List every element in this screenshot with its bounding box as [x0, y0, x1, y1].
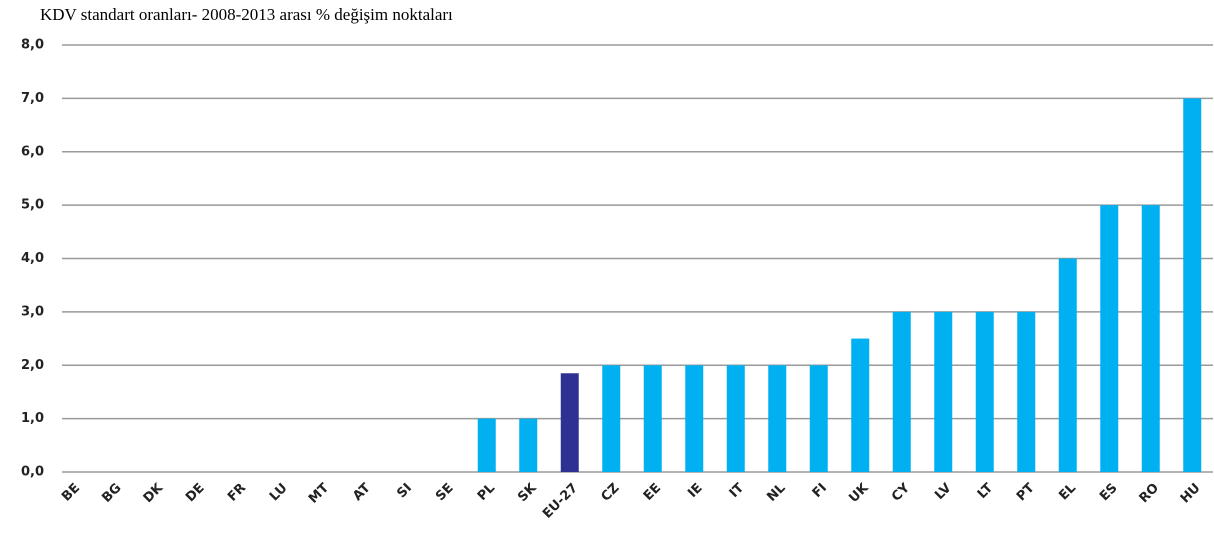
bar — [768, 365, 787, 472]
x-tick-label: FI — [810, 481, 830, 501]
x-tick-label: SE — [433, 481, 457, 505]
y-tick-label: 0,0 — [21, 465, 44, 480]
x-tick-label: NL — [764, 481, 788, 505]
bar — [519, 418, 538, 472]
x-tick-label: BG — [99, 481, 124, 506]
bar — [1141, 205, 1160, 472]
x-tick-label: PL — [475, 481, 498, 504]
x-tick-label: UK — [846, 480, 872, 506]
x-tick-label: CZ — [599, 481, 623, 505]
x-tick-label: SI — [394, 481, 415, 502]
x-tick-label: IT — [727, 481, 747, 501]
x-tick-label: ES — [1097, 481, 1121, 505]
bar — [726, 365, 745, 472]
bar — [892, 311, 911, 472]
x-tick-label: EE — [641, 481, 664, 504]
x-tick-label: EL — [1056, 481, 1079, 504]
x-tick-label: FR — [225, 481, 249, 505]
bar — [809, 365, 828, 472]
bar — [560, 373, 579, 472]
bar — [851, 338, 870, 472]
x-tick-label: RO — [1137, 481, 1163, 507]
x-tick-label: EU-27 — [540, 481, 581, 522]
chart-title: KDV standart oranları- 2008-2013 arası %… — [40, 5, 453, 24]
bar — [685, 365, 704, 472]
bar — [1058, 258, 1077, 472]
y-tick-label: 6,0 — [21, 144, 44, 159]
y-tick-label: 4,0 — [21, 251, 44, 266]
x-tick-label: LV — [932, 481, 954, 503]
bar — [1017, 311, 1036, 472]
bar — [477, 418, 496, 472]
bar — [602, 365, 621, 472]
x-tick-label: LT — [975, 481, 996, 502]
y-tick-label: 3,0 — [21, 304, 44, 319]
x-tick-label: AT — [350, 481, 373, 504]
y-tick-label: 8,0 — [21, 38, 44, 53]
x-tick-label: DE — [183, 481, 208, 506]
bar — [643, 365, 662, 472]
bar — [1100, 205, 1119, 472]
y-tick-label: 1,0 — [21, 411, 44, 426]
bar — [1183, 98, 1202, 472]
x-tick-label: PT — [1014, 481, 1038, 505]
x-tick-label: DK — [141, 480, 167, 506]
bar — [975, 311, 994, 472]
x-tick-label: IE — [685, 481, 705, 501]
x-tick-label: CY — [889, 480, 913, 504]
x-tick-label: BE — [59, 481, 83, 505]
x-tick-label: SK — [515, 480, 540, 505]
bar — [934, 311, 953, 472]
y-tick-label: 5,0 — [21, 198, 44, 213]
x-tick-label: HU — [1178, 481, 1204, 507]
x-tick-label: LU — [267, 481, 291, 505]
y-tick-label: 7,0 — [21, 91, 44, 106]
y-tick-label: 2,0 — [21, 358, 44, 373]
x-tick-label: MT — [306, 481, 332, 507]
